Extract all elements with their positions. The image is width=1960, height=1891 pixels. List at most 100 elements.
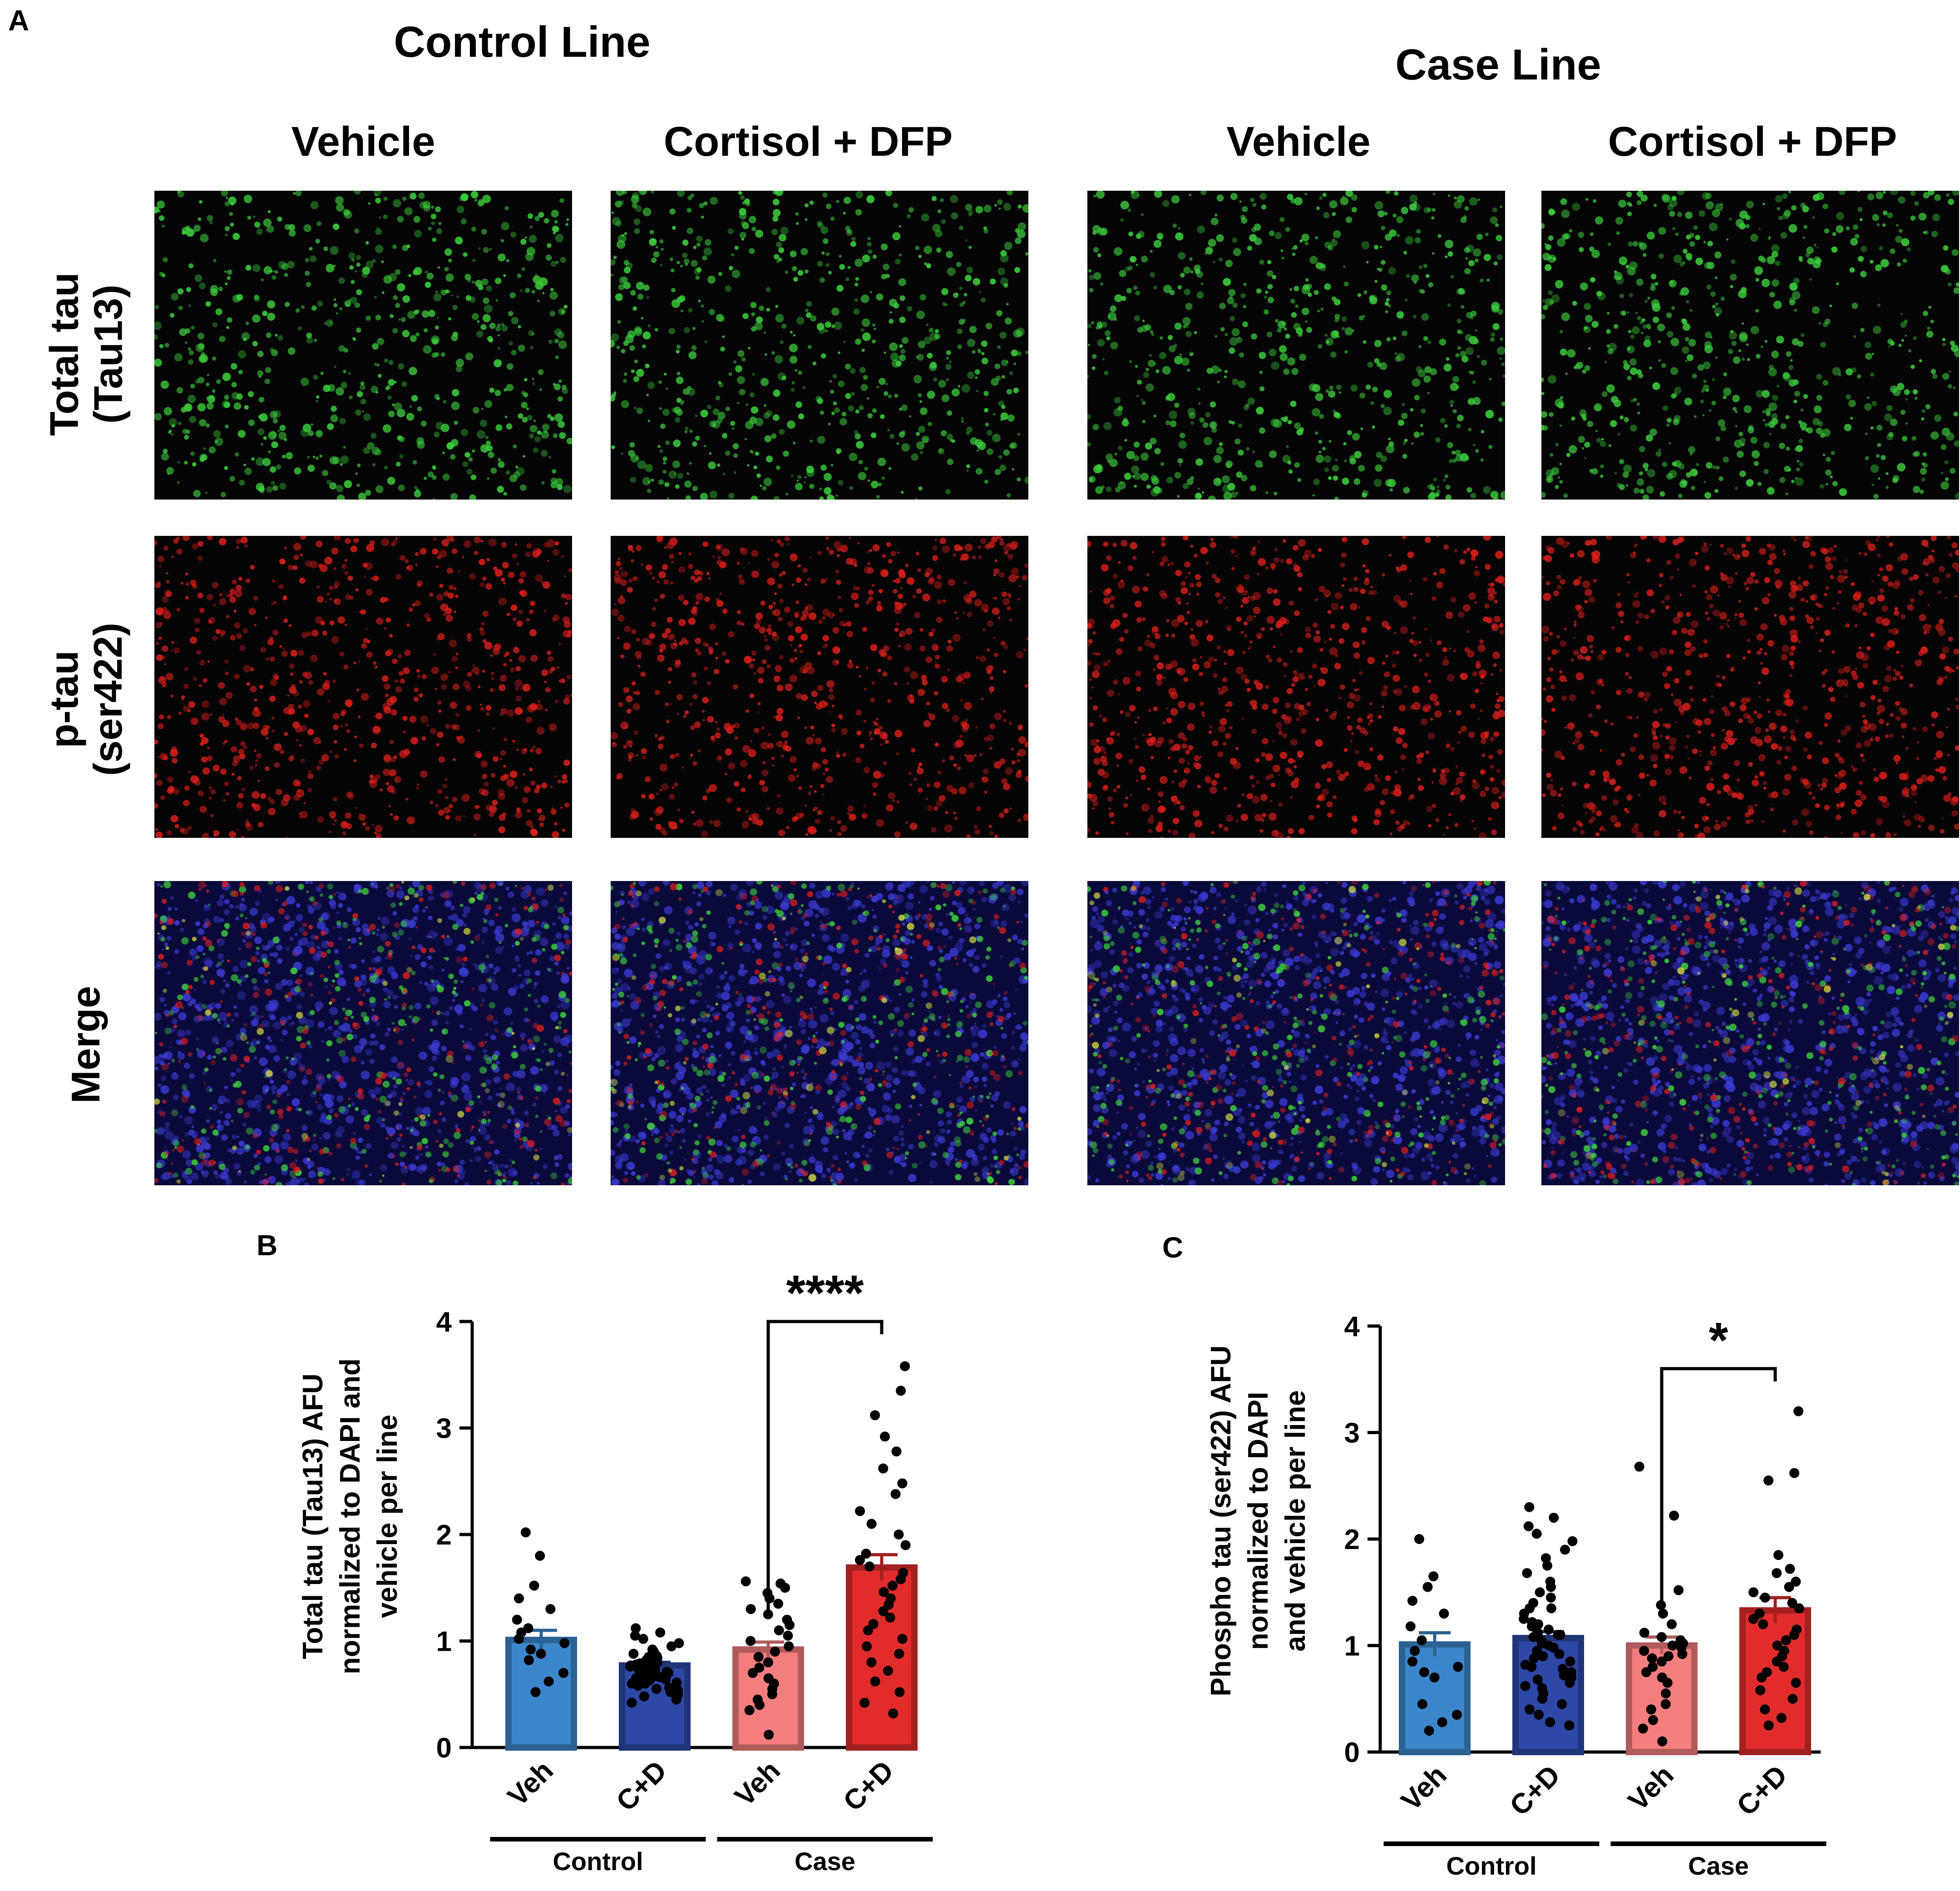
data-point — [897, 1478, 907, 1488]
y-axis-label-line: normalized to DAPI and — [335, 1358, 366, 1674]
micrograph-texture — [1087, 536, 1505, 838]
data-point — [767, 1689, 777, 1699]
data-point — [1522, 1568, 1532, 1578]
micrograph-p-tau-case-vehicle — [1087, 536, 1505, 838]
data-point — [1407, 1657, 1417, 1667]
group-label: Control — [1446, 1851, 1536, 1880]
data-point — [870, 1410, 880, 1420]
panel-a-letter: A — [8, 4, 29, 37]
data-point — [1565, 1657, 1575, 1667]
data-point — [1437, 1717, 1447, 1727]
y-axis-label-line: vehicle per line — [372, 1415, 403, 1618]
group-title-control-line: Control Line — [295, 17, 749, 67]
data-point — [1567, 1536, 1577, 1546]
data-point — [885, 1613, 895, 1623]
y-tick-label: 4 — [1344, 1311, 1360, 1342]
micrograph-texture — [1541, 191, 1959, 500]
significance-bracket — [1662, 1369, 1775, 1610]
data-point — [652, 1684, 662, 1694]
data-point — [639, 1691, 649, 1701]
data-point — [1535, 1587, 1545, 1597]
data-point — [894, 1649, 904, 1659]
y-tick-label: 3 — [1344, 1418, 1360, 1449]
data-point — [773, 1599, 783, 1609]
condition-title-case-vehicle: Vehicle — [1090, 118, 1507, 166]
micrograph-merge-case-cortisol-dfp — [1541, 881, 1959, 1185]
data-point — [855, 1555, 865, 1565]
micrograph-texture — [154, 191, 572, 500]
group-label: Case — [795, 1847, 855, 1876]
x-tick-label: Veh — [1622, 1759, 1680, 1817]
data-point — [1668, 1641, 1678, 1651]
data-point — [870, 1677, 880, 1687]
data-point — [1428, 1571, 1438, 1581]
data-point — [880, 1431, 890, 1441]
data-point — [1532, 1529, 1542, 1539]
data-point — [628, 1649, 638, 1659]
data-point — [1785, 1564, 1795, 1574]
data-point — [1419, 1667, 1429, 1677]
data-point — [536, 1649, 546, 1659]
data-point — [1760, 1704, 1770, 1714]
y-tick-label: 1 — [436, 1626, 452, 1658]
data-point — [1641, 1667, 1651, 1677]
data-point — [1657, 1632, 1667, 1642]
condition-title-control-vehicle: Vehicle — [154, 118, 572, 166]
data-point — [544, 1677, 554, 1687]
x-tick-label: C+D — [1731, 1759, 1793, 1822]
data-point — [1417, 1635, 1427, 1645]
data-point — [774, 1625, 784, 1635]
y-tick-label: 1 — [1344, 1631, 1360, 1662]
y-tick-label: 2 — [436, 1520, 452, 1551]
data-point — [1789, 1468, 1799, 1478]
data-point — [1564, 1720, 1574, 1730]
data-point — [1634, 1462, 1644, 1472]
data-point — [1554, 1649, 1564, 1659]
data-point — [1755, 1685, 1765, 1695]
data-point — [900, 1361, 910, 1371]
condition-title-control-cortisol-dfp: Cortisol + DFP — [599, 118, 1017, 166]
data-point — [1538, 1651, 1548, 1661]
data-point — [1544, 1624, 1554, 1634]
data-point — [1549, 1513, 1559, 1523]
data-point — [746, 1604, 756, 1614]
data-point — [655, 1628, 665, 1638]
data-point — [1429, 1673, 1439, 1683]
y-tick-label: 3 — [436, 1413, 452, 1445]
micrograph-p-tau-control-vehicle — [154, 536, 572, 838]
data-point — [1565, 1678, 1575, 1688]
y-tick-label: 4 — [436, 1307, 452, 1338]
data-point — [1410, 1646, 1420, 1656]
data-point — [1525, 1704, 1535, 1714]
data-point — [512, 1615, 522, 1625]
data-point — [666, 1641, 676, 1651]
data-point — [1520, 1681, 1530, 1691]
data-point — [545, 1604, 555, 1614]
data-point — [1526, 1662, 1536, 1672]
row-label-p-tau-line2: (ser422) — [85, 623, 130, 776]
y-axis-label-line: and vehicle per line — [1280, 1390, 1311, 1651]
micrograph-total-tau-case-vehicle — [1087, 191, 1505, 500]
y-axis-label-line: normalized to DAPI — [1243, 1392, 1274, 1650]
data-point — [1553, 1630, 1563, 1640]
data-point — [891, 1446, 901, 1456]
row-label-total-tau-line1: Total tau — [41, 272, 86, 436]
x-tick-label: Veh — [502, 1755, 559, 1812]
micrograph-texture — [1541, 536, 1959, 838]
data-point — [1439, 1609, 1449, 1619]
data-point — [1452, 1710, 1462, 1720]
row-label-total-tau-line2: (Tau13) — [85, 285, 130, 424]
micrograph-texture — [1087, 191, 1505, 500]
y-tick-label: 0 — [436, 1733, 452, 1764]
data-point — [1524, 1502, 1534, 1512]
micrograph-total-tau-control-cortisol-dfp — [611, 191, 1028, 500]
data-point — [1787, 1694, 1797, 1704]
data-point — [1661, 1688, 1671, 1698]
data-point — [862, 1641, 872, 1651]
data-point — [663, 1668, 673, 1678]
micrograph-merge-control-cortisol-dfp — [611, 881, 1028, 1185]
y-axis-label-line: Total tau (Tau13) AFU — [297, 1373, 329, 1659]
data-point — [1417, 1699, 1427, 1709]
data-point — [1779, 1662, 1789, 1672]
x-tick-label: C+D — [610, 1755, 673, 1817]
